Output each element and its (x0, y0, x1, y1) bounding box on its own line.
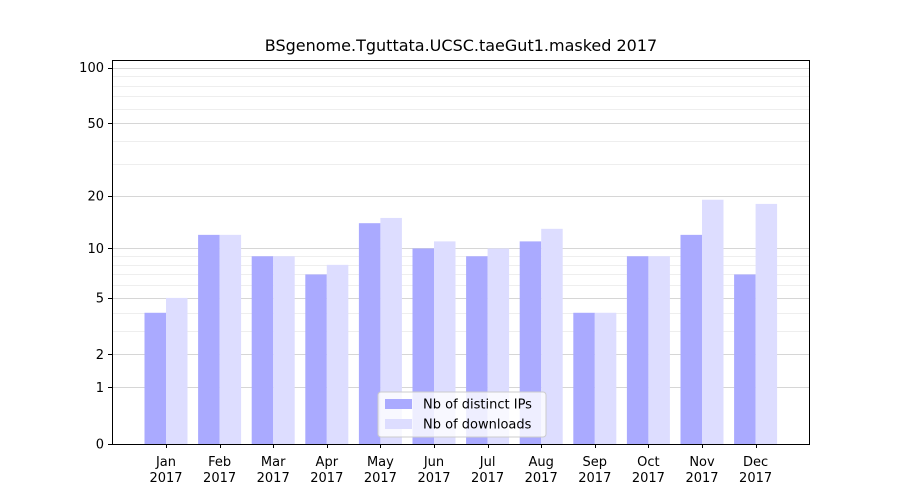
x-tick-label: Aug 2017 (525, 455, 558, 486)
bar-distinct-ips (251, 256, 274, 444)
legend-box (377, 391, 547, 438)
y-tick-label: 5 (96, 291, 104, 306)
x-tick-label: May 2017 (364, 455, 397, 486)
y-tick-label: 50 (87, 117, 104, 132)
bar-distinct-ips (305, 274, 327, 444)
y-tick-label: 0 (96, 438, 104, 453)
plot-area-frame (112, 60, 810, 445)
chart-title: BSgenome.Tguttata.UCSC.taeGut1.masked 20… (265, 36, 657, 55)
bar-distinct-ips (198, 234, 220, 444)
x-tick-label: Dec 2017 (739, 455, 772, 486)
bar-downloads (755, 203, 778, 444)
bar-distinct-ips (680, 234, 702, 444)
x-tick-label: Mar 2017 (257, 455, 290, 486)
bar-downloads (219, 234, 242, 444)
x-tick-label: Apr 2017 (310, 455, 343, 486)
bar-downloads (166, 297, 188, 444)
x-tick-label: Jan 2017 (149, 455, 182, 486)
x-tick-label: Feb 2017 (203, 455, 236, 486)
legend-swatch (385, 399, 412, 409)
bar-distinct-ips (734, 274, 756, 444)
x-tick-label: Jul 2017 (471, 455, 504, 486)
y-tick-label: 10 (87, 242, 104, 257)
legend-label: Nb of downloads (423, 418, 532, 433)
bar-downloads (326, 264, 349, 444)
bar-distinct-ips (626, 256, 649, 444)
x-tick-label: Jun 2017 (417, 455, 450, 486)
bar-downloads (702, 199, 724, 444)
bar-distinct-ips (144, 312, 166, 444)
y-tick-label: 100 (79, 61, 104, 76)
bar-downloads (648, 256, 670, 444)
x-tick-label: Sep 2017 (578, 455, 611, 486)
bar-downloads (380, 217, 402, 444)
bar-downloads (541, 228, 563, 444)
bar-distinct-ips (573, 312, 595, 444)
y-tick-label: 1 (96, 381, 104, 396)
bar-distinct-ips (358, 223, 381, 444)
y-tick-label: 20 (87, 189, 104, 204)
bar-downloads (273, 256, 295, 444)
x-tick-label: Oct 2017 (632, 455, 665, 486)
y-tick-label: 2 (96, 348, 104, 363)
y-axis: 0 1 2 5 10 20 50 100 (79, 61, 112, 453)
x-axis: Jan 2017 Feb 2017 Mar 2017 Apr 2017 May 2017 Jun 20… (149, 444, 772, 486)
legend-label: Nb of distinct IPs (423, 398, 532, 413)
legend: Nb of distinct IPs Nb of downloads (377, 391, 547, 438)
x-tick-label: Nov 2017 (685, 455, 718, 486)
bar-downloads (594, 312, 617, 444)
legend-swatch (385, 419, 412, 429)
